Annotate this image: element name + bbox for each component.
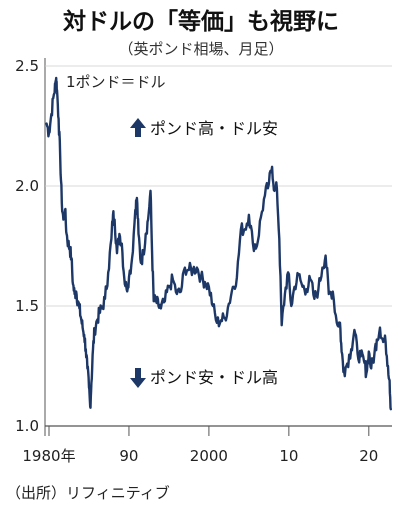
y-tick-label: 1.5 [15,297,39,315]
annotation-down: ポンド安・ドル高 [130,368,278,388]
source-note: （出所）リフィニティブ [6,484,170,502]
annotation-up: ポンド高・ドル安 [130,118,278,138]
x-tick-label: 20 [359,447,378,465]
y-tick-label: 1.0 [15,417,39,435]
x-tick-label: 10 [279,447,298,465]
arrow-up-icon [130,118,146,137]
chart-subtitle: （英ポンド相場、月足） [118,40,283,58]
y-tick-label: 2.0 [15,177,39,195]
x-tick-label: 2000 [190,447,228,465]
plot-area: 1.0 1.5 2.0 2.5 1980年 90 2000 10 20 [15,57,392,465]
series-line-gbp-usd [45,76,392,411]
chart-title: 対ドルの「等価」も視野に [63,8,339,35]
arrow-down-icon [130,368,146,388]
unit-label: 1ポンド＝ドル [66,73,166,91]
x-axis: 1980年 90 2000 10 20 [22,426,378,465]
y-tick-label: 2.5 [15,57,39,75]
x-tick-label: 1980年 [22,447,75,465]
annotation-down-label: ポンド安・ドル高 [150,368,278,387]
annotation-up-label: ポンド高・ドル安 [150,119,278,138]
x-tick-label: 90 [119,447,138,465]
